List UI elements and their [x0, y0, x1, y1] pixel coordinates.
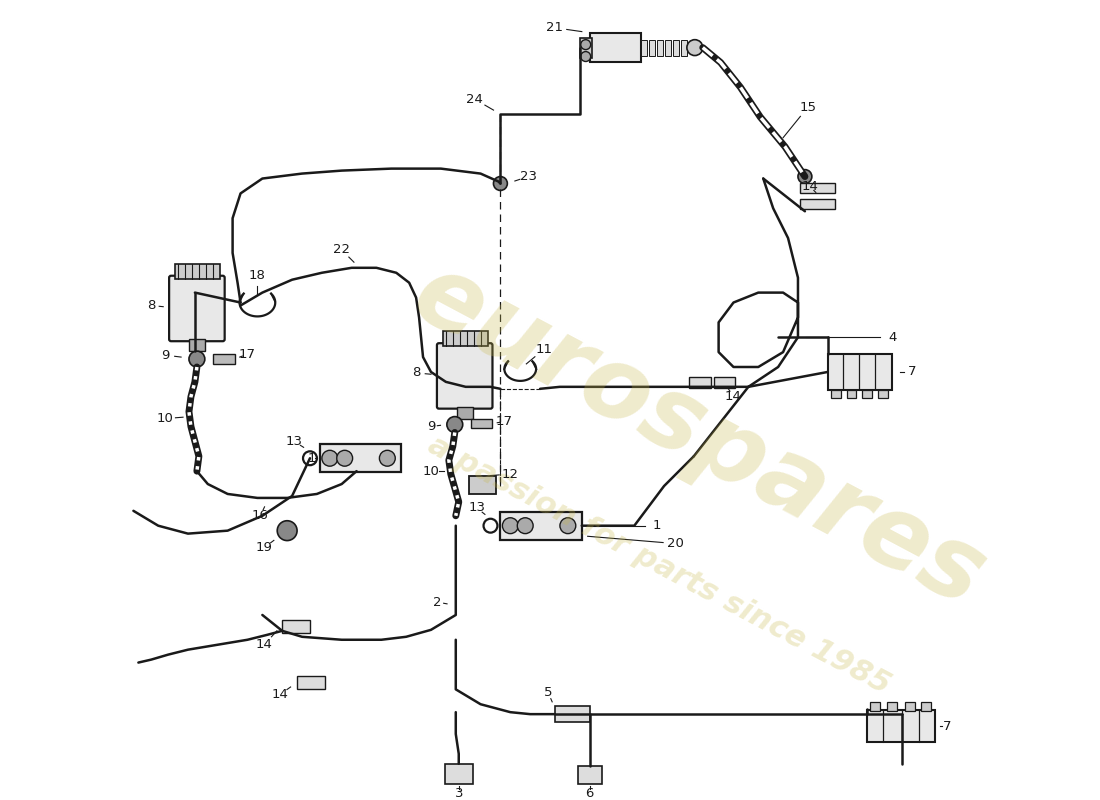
- Bar: [847, 390, 857, 398]
- Bar: [888, 702, 898, 711]
- Text: 21: 21: [547, 22, 563, 34]
- Circle shape: [322, 450, 338, 466]
- Circle shape: [517, 518, 534, 534]
- Text: 8: 8: [147, 299, 155, 312]
- FancyBboxPatch shape: [169, 276, 224, 342]
- Text: 3: 3: [454, 787, 463, 800]
- Text: 9: 9: [161, 349, 169, 362]
- Circle shape: [798, 170, 812, 183]
- Text: 17: 17: [496, 415, 513, 428]
- Bar: [444, 764, 473, 783]
- Text: 1: 1: [653, 519, 661, 532]
- Bar: [500, 512, 582, 539]
- Text: 9: 9: [427, 420, 436, 433]
- Bar: [868, 710, 935, 742]
- Text: 2: 2: [432, 595, 441, 609]
- Bar: [800, 199, 835, 210]
- Bar: [590, 33, 641, 62]
- Bar: [673, 40, 679, 55]
- Text: 14: 14: [802, 180, 818, 193]
- Text: 14: 14: [272, 688, 288, 701]
- Text: eurospares: eurospares: [397, 245, 1001, 628]
- Bar: [456, 406, 473, 418]
- Text: 10: 10: [422, 465, 439, 478]
- Text: 16: 16: [252, 510, 268, 522]
- Circle shape: [277, 521, 297, 541]
- Text: 23: 23: [519, 170, 537, 183]
- Bar: [471, 418, 493, 429]
- Text: 11: 11: [536, 342, 552, 356]
- Bar: [283, 620, 310, 633]
- Text: 13: 13: [469, 502, 485, 514]
- Text: 22: 22: [333, 243, 350, 257]
- Bar: [556, 706, 590, 722]
- Text: 7: 7: [908, 366, 916, 378]
- Circle shape: [379, 450, 395, 466]
- Bar: [905, 702, 915, 711]
- Text: 5: 5: [543, 686, 552, 699]
- Bar: [827, 354, 892, 390]
- FancyBboxPatch shape: [437, 343, 493, 409]
- Text: 24: 24: [466, 93, 483, 106]
- Text: 15: 15: [800, 101, 816, 114]
- Text: 1: 1: [308, 452, 316, 465]
- Bar: [878, 390, 888, 398]
- Bar: [578, 766, 602, 783]
- Bar: [320, 444, 402, 472]
- Circle shape: [189, 351, 205, 367]
- Circle shape: [686, 40, 703, 55]
- Text: 10: 10: [156, 412, 174, 425]
- Bar: [189, 339, 205, 351]
- Text: 14: 14: [725, 390, 741, 403]
- Bar: [689, 377, 711, 388]
- Circle shape: [581, 51, 591, 62]
- Bar: [800, 183, 835, 194]
- Circle shape: [337, 450, 353, 466]
- Text: a passion for parts since 1985: a passion for parts since 1985: [424, 430, 895, 700]
- Bar: [714, 377, 736, 388]
- Bar: [830, 390, 840, 398]
- Bar: [580, 38, 592, 58]
- Text: 19: 19: [256, 541, 273, 554]
- Text: 13: 13: [286, 435, 302, 448]
- Bar: [469, 476, 496, 494]
- Text: 14: 14: [256, 638, 273, 651]
- Bar: [921, 702, 931, 711]
- Bar: [862, 390, 872, 398]
- Text: 18: 18: [249, 270, 266, 282]
- Circle shape: [560, 518, 575, 534]
- Text: 6: 6: [585, 787, 594, 800]
- Bar: [212, 354, 234, 364]
- Text: 17: 17: [239, 347, 256, 361]
- Bar: [175, 264, 220, 278]
- Text: 8: 8: [411, 366, 420, 379]
- Circle shape: [503, 518, 518, 534]
- Circle shape: [447, 417, 463, 433]
- Text: 12: 12: [502, 468, 519, 481]
- Circle shape: [494, 177, 507, 190]
- Bar: [681, 40, 686, 55]
- Bar: [649, 40, 656, 55]
- Bar: [666, 40, 671, 55]
- Bar: [657, 40, 663, 55]
- Bar: [641, 40, 647, 55]
- Text: 4: 4: [888, 330, 896, 344]
- Circle shape: [581, 40, 591, 50]
- Bar: [443, 331, 487, 346]
- Text: 7: 7: [943, 719, 951, 733]
- Bar: [297, 677, 324, 690]
- Text: 20: 20: [667, 537, 683, 550]
- Bar: [870, 702, 880, 711]
